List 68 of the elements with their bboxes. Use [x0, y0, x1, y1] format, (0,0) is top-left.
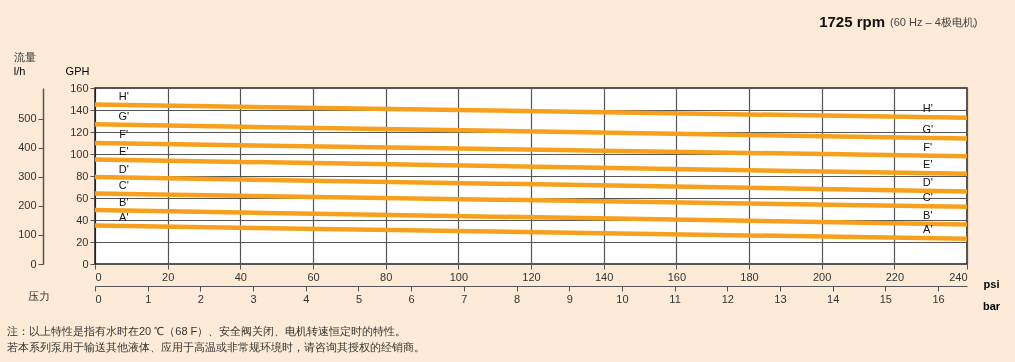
x-tick-label: 160: [667, 270, 687, 283]
series-label: B': [923, 208, 933, 221]
x2-tick-label: 10: [616, 292, 629, 305]
x2-tick-label: 15: [879, 292, 892, 305]
text: F': [923, 140, 933, 153]
chart-title: 1725 rpm: [819, 13, 885, 30]
text: G': [118, 109, 130, 122]
text: 压力: [28, 290, 50, 302]
text: 若本系列泵用于输送其他液体、应用于高温或非常规环境时，请咨询其授权的经销商。: [7, 341, 425, 353]
chart-subtitle: (60 Hz – 4极电机): [890, 16, 978, 28]
y2-tick-label: 400: [18, 141, 37, 154]
x2-tick-label: 11: [669, 292, 681, 305]
series-label: A': [119, 210, 129, 223]
x-axis-title: psi: [983, 277, 1000, 290]
x2-tick-label: 16: [932, 292, 945, 305]
x-tick-label: 120: [522, 270, 541, 283]
y-tick-label: 80: [76, 169, 89, 182]
series-label: G': [922, 122, 934, 135]
x-tick-label: 140: [594, 270, 614, 283]
y2-tick-label: 500: [18, 112, 37, 125]
y-tick-label: 100: [70, 147, 89, 160]
x2-tick-label: 7: [461, 292, 468, 305]
y-axis-title: GPH: [65, 64, 90, 77]
x2-tick-label: 0: [95, 292, 102, 305]
x-tick-label: 40: [234, 270, 247, 283]
text: A': [923, 223, 933, 236]
x2-tick-label: 12: [721, 292, 734, 305]
series-label: H': [118, 89, 129, 102]
x2-tick-label: 6: [408, 292, 415, 305]
y-tick-label: 120: [70, 125, 89, 138]
y-tick-label: 40: [76, 213, 89, 226]
y-tick-label: 160: [70, 81, 89, 94]
x2-tick-label: 1: [145, 292, 152, 305]
series-label: D': [922, 175, 933, 188]
y2-tick-label: 100: [18, 228, 37, 241]
x-tick-label: 100: [449, 270, 469, 283]
text: 注：以上特性是指有水时在20 ℃（68 F）、安全阀关闭、电机转速恒定时的特性。: [7, 325, 407, 337]
series-label: C': [118, 179, 129, 192]
text: E': [119, 144, 129, 157]
x2-axis-title: bar: [982, 299, 1001, 312]
x2-tick-label: 5: [355, 292, 363, 305]
x-tick-label: 200: [812, 270, 832, 283]
x-tick-label: 80: [380, 270, 393, 283]
x2-tick-label: 4: [303, 292, 310, 305]
x-tick-label: 180: [740, 270, 759, 283]
text: 流量: [14, 51, 36, 63]
y2-tick-label: 300: [18, 170, 37, 183]
x2-tick-label: 13: [774, 292, 787, 305]
x-tick-label: 20: [162, 270, 175, 283]
x-tick-label: 240: [949, 270, 968, 283]
text: B': [119, 195, 129, 208]
y-tick-label: 0: [82, 257, 89, 270]
x-tick-label: 0: [95, 270, 102, 283]
y2-tick-label: 200: [18, 199, 37, 212]
text: D': [118, 162, 129, 175]
series-label: E': [923, 158, 933, 171]
x2-tick-label: 8: [513, 292, 521, 305]
x2-tick-label: 2: [197, 292, 204, 305]
x2-tick-label: 3: [250, 292, 257, 305]
x-tick-label: 60: [307, 270, 320, 283]
y-tick-label: 140: [70, 103, 89, 116]
y2-axis-title: l/h: [13, 64, 26, 77]
y2-tick-label: 0: [30, 257, 37, 270]
y-tick-label: 20: [76, 235, 89, 248]
x2-tick-label: 14: [827, 292, 840, 305]
x2-tick-label: 9: [566, 292, 573, 305]
y-tick-label: 60: [76, 191, 89, 204]
x-tick-label: 220: [885, 270, 905, 283]
